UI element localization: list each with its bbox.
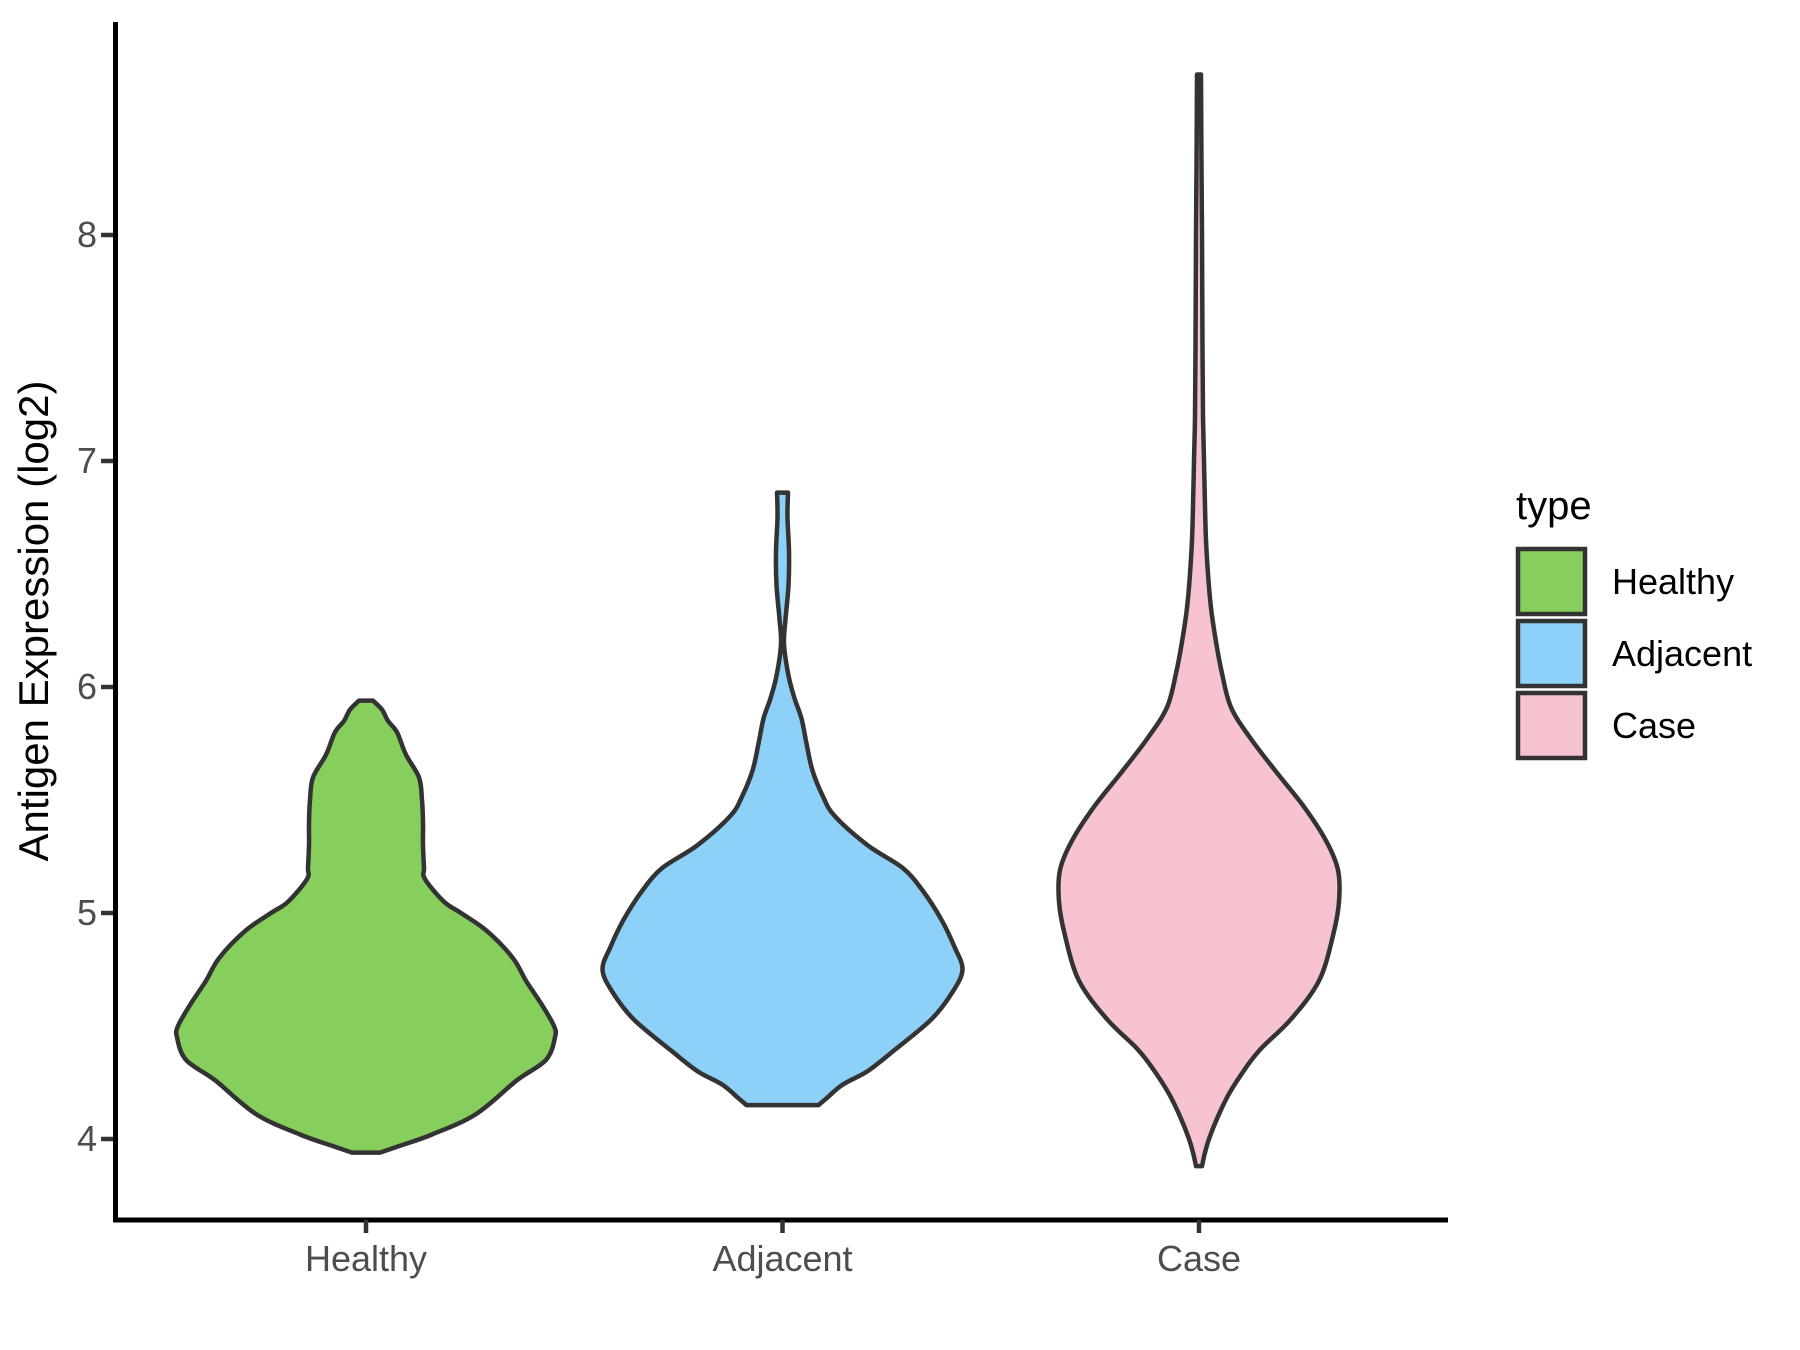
violin-case xyxy=(1056,72,1342,1169)
y-axis-title: Antigen Expression (log2) xyxy=(10,381,57,862)
legend: type Healthy Adjacent Case xyxy=(1515,484,1752,761)
violins xyxy=(173,72,1342,1169)
legend-swatch-adjacent xyxy=(1515,618,1588,689)
x-ticks: Healthy Adjacent Case xyxy=(305,1220,1241,1279)
y-tick-label-5: 5 xyxy=(77,892,97,933)
y-tick-label-8: 8 xyxy=(77,214,97,255)
violin-adjacent xyxy=(600,490,965,1108)
y-ticks: 8 7 6 5 4 xyxy=(77,214,113,1159)
y-tick-label-7: 7 xyxy=(77,440,97,481)
axes: 8 7 6 5 4 Healthy Adjacent Case xyxy=(77,22,1448,1279)
legend-label-case: Case xyxy=(1612,705,1696,746)
legend-swatch-case xyxy=(1515,690,1588,761)
violin-healthy xyxy=(173,698,559,1155)
legend-label-adjacent: Adjacent xyxy=(1612,633,1752,674)
x-tick-label-healthy: Healthy xyxy=(305,1238,427,1279)
x-tick-label-case: Case xyxy=(1157,1238,1241,1279)
x-tick-label-adjacent: Adjacent xyxy=(712,1238,852,1279)
y-tick-label-4: 4 xyxy=(77,1118,97,1159)
legend-swatch-healthy xyxy=(1515,546,1588,617)
legend-label-healthy: Healthy xyxy=(1612,561,1734,602)
legend-title: type xyxy=(1516,484,1592,528)
y-tick-label-6: 6 xyxy=(77,666,97,707)
